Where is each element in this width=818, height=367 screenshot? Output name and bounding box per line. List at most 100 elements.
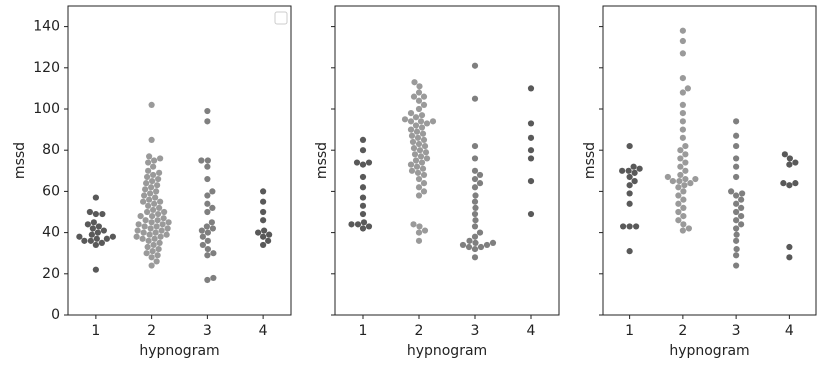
- point: [420, 136, 428, 143]
- point: [680, 213, 687, 220]
- point: [471, 95, 479, 102]
- x-axis-label: hypnogram: [407, 343, 487, 359]
- point: [415, 97, 423, 104]
- point: [92, 266, 99, 273]
- point: [418, 159, 426, 166]
- point: [148, 101, 155, 108]
- point: [204, 192, 211, 199]
- point: [636, 165, 643, 172]
- point: [681, 182, 688, 189]
- point: [149, 248, 156, 255]
- point: [260, 198, 267, 205]
- point: [786, 182, 793, 189]
- point: [675, 200, 682, 207]
- point: [412, 157, 420, 164]
- point: [733, 262, 740, 269]
- point: [149, 178, 156, 185]
- point: [160, 215, 167, 222]
- point: [353, 159, 361, 166]
- point: [626, 182, 633, 189]
- point: [418, 112, 426, 119]
- point: [477, 243, 485, 251]
- point: [680, 221, 687, 228]
- point: [144, 173, 151, 181]
- point: [733, 237, 740, 244]
- y-tick-label: 80: [42, 142, 60, 158]
- point: [733, 118, 740, 125]
- point: [733, 217, 740, 224]
- point: [137, 213, 144, 220]
- point: [414, 169, 422, 176]
- point: [472, 239, 479, 246]
- point: [359, 194, 367, 201]
- point: [416, 83, 423, 90]
- point: [421, 227, 429, 234]
- point: [675, 217, 682, 224]
- point: [133, 233, 140, 240]
- point: [260, 241, 267, 249]
- point: [413, 163, 421, 170]
- x-tick-label: 2: [147, 323, 156, 339]
- point: [466, 237, 473, 244]
- point: [140, 229, 147, 236]
- point: [148, 184, 155, 191]
- point: [146, 231, 153, 238]
- point: [679, 27, 686, 34]
- point: [679, 75, 686, 82]
- point: [411, 151, 419, 158]
- point: [739, 190, 746, 197]
- point: [157, 233, 164, 240]
- point: [146, 196, 153, 203]
- point: [156, 169, 163, 176]
- point: [148, 254, 155, 261]
- point: [204, 200, 211, 207]
- point: [680, 204, 687, 211]
- point: [143, 180, 150, 187]
- point: [677, 155, 684, 162]
- x-tick-label: 1: [625, 323, 634, 339]
- point: [409, 138, 417, 146]
- point: [420, 101, 428, 108]
- point: [682, 159, 689, 166]
- point: [630, 163, 637, 170]
- point: [738, 221, 745, 228]
- point: [359, 173, 367, 181]
- point: [626, 190, 633, 197]
- point: [679, 101, 686, 108]
- y-axis-label: mssd: [582, 142, 598, 179]
- point: [786, 243, 793, 251]
- x-axis-label: hypnogram: [139, 343, 219, 359]
- point: [527, 134, 535, 141]
- point: [261, 227, 268, 234]
- point: [527, 155, 535, 162]
- point: [680, 196, 687, 203]
- point: [134, 227, 141, 234]
- point: [359, 202, 367, 209]
- point: [143, 250, 150, 257]
- point: [471, 223, 479, 230]
- x-tick-label: 3: [203, 323, 212, 339]
- point: [423, 120, 431, 127]
- point: [146, 153, 153, 160]
- point: [733, 231, 740, 238]
- point: [733, 252, 740, 259]
- point: [476, 180, 484, 187]
- point: [416, 223, 423, 230]
- point: [204, 157, 211, 164]
- point: [680, 188, 687, 195]
- point: [676, 178, 683, 185]
- point: [733, 225, 740, 232]
- point: [410, 145, 418, 152]
- point: [210, 274, 217, 282]
- point: [86, 208, 93, 216]
- point: [359, 210, 367, 218]
- point: [620, 223, 627, 230]
- point: [664, 173, 671, 181]
- point: [682, 167, 689, 174]
- point: [157, 155, 164, 162]
- point: [148, 136, 155, 143]
- point: [471, 233, 479, 240]
- point: [165, 219, 172, 226]
- x-tick-label: 1: [359, 323, 368, 339]
